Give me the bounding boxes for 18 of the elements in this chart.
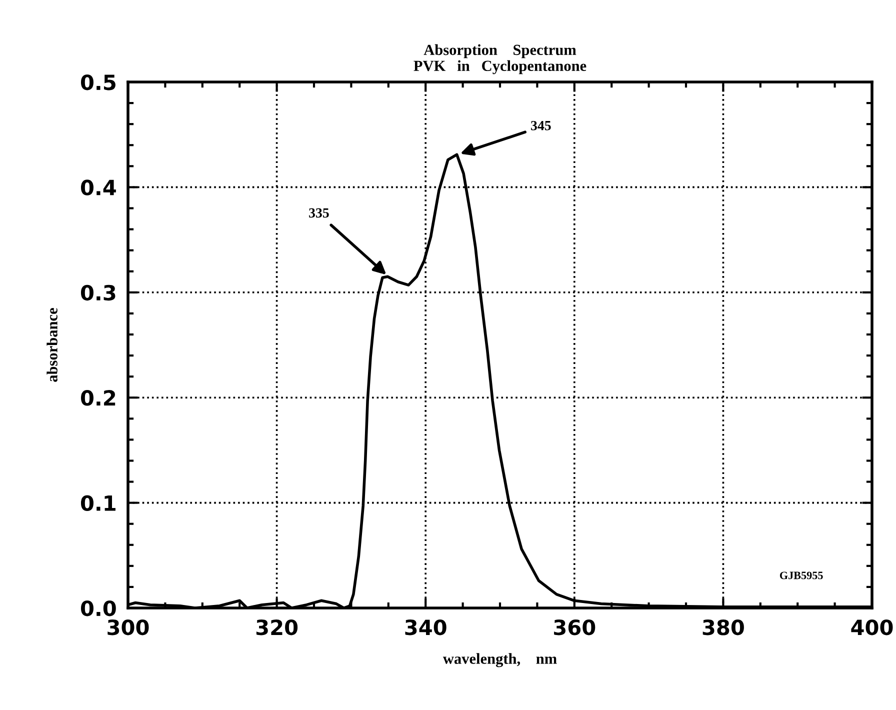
x-tick-label: 360 [554, 619, 596, 636]
x-axis-title: wavelength, nm [442, 653, 557, 668]
chart-title: Absorption Spectrum PVK in Cyclopentanone [414, 44, 586, 74]
y-tick-label: 0.3 [80, 284, 116, 301]
x-tick-label: 300 [108, 619, 149, 636]
y-tick-label: 0.5 [80, 74, 116, 90]
annotation: 335 [309, 208, 329, 218]
y-axis-title: absorbance [46, 308, 58, 382]
y-tick-label: 0.2 [80, 390, 116, 406]
x-tick-label: 340 [405, 619, 446, 636]
x-tick-label: 400 [851, 619, 893, 636]
annotation: 345 [531, 120, 551, 130]
y-tick-label: 0.4 [80, 180, 116, 196]
y-tick-label: 0.0 [80, 600, 116, 616]
x-tick-label: 320 [256, 619, 298, 636]
y-tick-label: 0.1 [80, 495, 116, 512]
x-tick-label: 380 [702, 619, 744, 636]
annotation: GJB5955 [780, 572, 823, 580]
